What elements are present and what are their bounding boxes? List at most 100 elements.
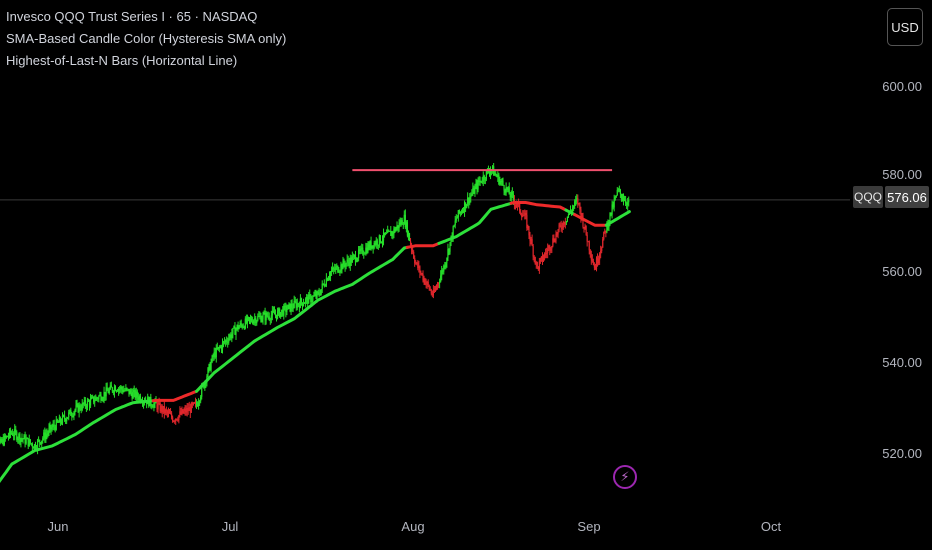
- candle-body: [345, 263, 347, 267]
- candle-body: [56, 419, 58, 422]
- lightning-bolt-icon[interactable]: ⚡: [613, 465, 637, 489]
- candle-body: [386, 232, 388, 234]
- candle-body: [184, 408, 186, 411]
- candle-body: [139, 396, 142, 402]
- candle-body: [10, 432, 13, 434]
- candle-body: [435, 287, 438, 289]
- candle-body: [582, 215, 584, 227]
- candle-body: [477, 180, 479, 190]
- candle-body: [597, 259, 600, 264]
- candle-body: [478, 180, 480, 183]
- candle-body: [280, 312, 282, 318]
- candle-body: [260, 316, 262, 322]
- candle-body: [327, 277, 330, 281]
- candle-body: [95, 397, 97, 401]
- candle-body: [81, 402, 83, 410]
- x-tick-label: Aug: [401, 519, 425, 534]
- candle-body: [311, 300, 313, 303]
- currency-button[interactable]: USD: [887, 8, 923, 46]
- candle-body: [239, 323, 241, 327]
- candle-body: [208, 364, 210, 369]
- candle-body: [458, 210, 460, 214]
- candle-body: [429, 289, 431, 291]
- candle-body: [587, 241, 589, 243]
- y-tick-label: 580.00: [882, 167, 922, 182]
- candle-body: [394, 228, 396, 232]
- candle-body: [606, 222, 608, 233]
- candle-body: [349, 257, 351, 267]
- candle-body: [320, 289, 322, 295]
- candle-body: [489, 170, 492, 174]
- candle-body: [227, 341, 229, 343]
- legend-symbol-line[interactable]: Invesco QQQ Trust Series I · 65 · NASDAQ: [6, 9, 258, 24]
- candle-body: [580, 209, 582, 219]
- candle-body: [440, 275, 442, 282]
- candle-body: [212, 355, 214, 357]
- candle-body: [78, 405, 80, 413]
- candle-body: [556, 233, 558, 235]
- candle-body: [44, 432, 46, 440]
- candle-body: [275, 314, 278, 319]
- candle-body: [179, 411, 181, 416]
- candle-body: [34, 444, 37, 450]
- candle-body: [546, 252, 548, 254]
- candle-body: [178, 415, 180, 421]
- candle-body: [426, 281, 428, 284]
- candle-body: [14, 429, 16, 436]
- candle-body: [2, 438, 4, 445]
- candle-body: [23, 435, 25, 440]
- candle-body: [500, 180, 502, 182]
- candle-body: [80, 409, 82, 411]
- candle-body: [277, 308, 280, 312]
- candle-body: [13, 435, 15, 437]
- candle-body: [323, 283, 325, 286]
- legend-indicator-sma-candle-color[interactable]: SMA-Based Candle Color (Hysteresis SMA o…: [6, 31, 287, 46]
- candle-body: [153, 403, 155, 408]
- candle-body: [495, 173, 497, 176]
- candle-body: [7, 436, 10, 438]
- candle-body: [308, 294, 310, 304]
- candle-body: [322, 283, 324, 285]
- candle-body: [164, 409, 166, 414]
- candle-body: [391, 231, 393, 236]
- candle-body: [253, 320, 255, 324]
- candle-body: [325, 278, 327, 286]
- candle-body: [352, 255, 354, 257]
- candle-body: [427, 281, 429, 286]
- candle-body: [448, 249, 450, 252]
- legend-indicator-highest-line[interactable]: Highest-of-Last-N Bars (Horizontal Line): [6, 53, 238, 68]
- candle-body: [76, 404, 78, 406]
- candle-body: [187, 407, 189, 411]
- candle-body: [302, 303, 305, 306]
- candle-body: [481, 181, 483, 183]
- sma-line-segment: [405, 241, 441, 249]
- candle-body: [381, 240, 384, 243]
- candle-body: [496, 175, 498, 177]
- candle-body: [237, 324, 239, 330]
- candle-body: [421, 273, 423, 275]
- candle-body: [329, 272, 332, 277]
- candle-body: [439, 281, 441, 283]
- chart-legend: Invesco QQQ Trust Series I · 65 · NASDAQ…: [6, 6, 286, 72]
- candle-body: [6, 436, 9, 438]
- candle-body: [459, 211, 462, 214]
- candle-body: [219, 346, 222, 348]
- candle-body: [133, 389, 135, 393]
- candle-body: [414, 258, 416, 264]
- candle-body: [504, 190, 506, 193]
- candle-body: [115, 390, 118, 392]
- candle-body: [497, 174, 499, 177]
- candle-body: [103, 391, 105, 399]
- candle-body: [548, 245, 550, 249]
- candle-body: [310, 295, 312, 303]
- candle-body: [27, 438, 29, 447]
- candle-body: [170, 413, 173, 418]
- candle-body: [194, 402, 197, 404]
- candle-body: [416, 262, 418, 264]
- candle-body: [445, 262, 447, 268]
- candle-body: [248, 317, 251, 320]
- candle-body: [562, 221, 564, 229]
- candle-body: [344, 264, 346, 267]
- candle-body: [15, 429, 17, 433]
